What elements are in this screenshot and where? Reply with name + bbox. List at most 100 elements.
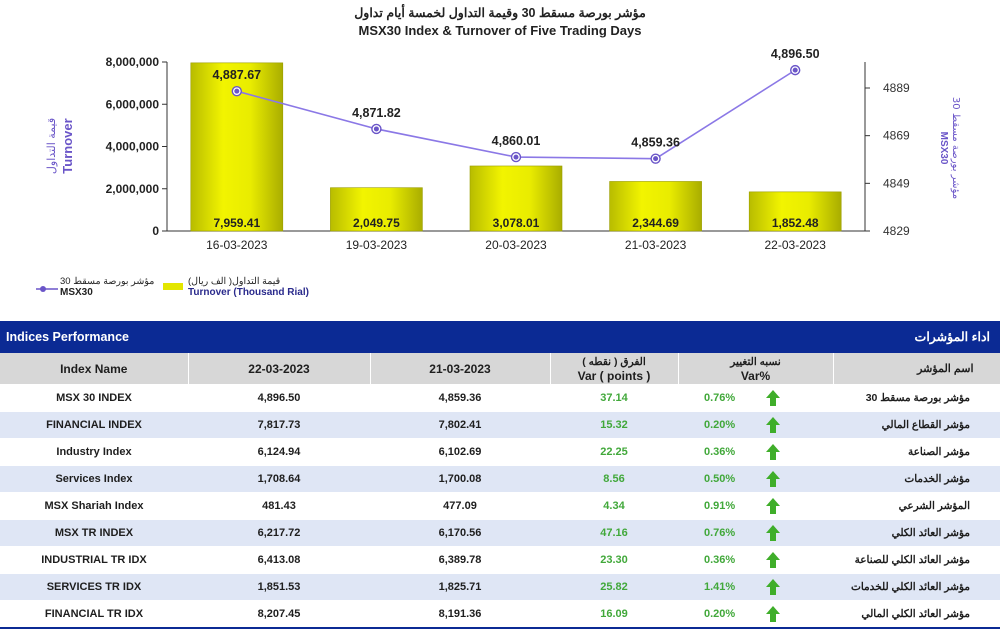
bar-value-label: 2,344.69: [632, 216, 679, 230]
table-row: FINANCIAL INDEX 7,817.73 7,802.41 15.32 0.20…: [0, 411, 1000, 439]
combo-chart: 0 2,000,000 4,000,000 6,000,000 8,000,000 482…: [45, 47, 961, 252]
bar: [748, 191, 842, 232]
right-axis-title-arabic: مؤشر بورصة مسقط 30: [950, 97, 961, 199]
left-axis-tick-label: 4,000,000: [106, 140, 160, 154]
var-percent-value: 0.36%: [704, 553, 736, 566]
var-points-cell: 23.30: [550, 546, 678, 574]
var-percent-cell: 0.76%: [678, 384, 833, 412]
index-name-cell: FINANCIAL TR IDX: [0, 600, 188, 627]
left-axis-title-arabic: قيمة التداول: [45, 118, 58, 174]
indices-performance-table: Index Name 22-03-2023 21-03-2023 الفرق (…: [0, 353, 1000, 627]
legend-bar: قيمة التداول( الف ريال) Turnover (Thousa…: [163, 276, 309, 298]
bar-value-label: 2,049.75: [353, 216, 400, 230]
var-percent-cell: 1.41%: [678, 573, 833, 601]
previous-value-cell: 1,825.71: [370, 573, 550, 601]
index-name-cell: Services Index: [0, 465, 188, 493]
var-points-cell: 15.32: [550, 411, 678, 439]
up-arrow-icon: [766, 525, 780, 541]
var-percent-value: 0.91%: [704, 499, 736, 512]
header-var-english: Var ( points ): [577, 368, 651, 383]
chart-title-english: MSX30 Index & Turnover of Five Trading D…: [358, 23, 642, 38]
up-arrow-icon: [766, 471, 780, 487]
current-value-cell: 4,896.50: [188, 384, 370, 412]
msx30-point-core: [373, 126, 379, 132]
legend-line: مؤشر بورصة مسقط 30 MSX30: [36, 276, 155, 298]
legend-bar-swatch: [163, 283, 183, 290]
var-percent-cell: 0.91%: [678, 492, 833, 520]
legend-line-english: MSX30: [60, 287, 93, 298]
right-axis-tick-label: 4849: [883, 176, 910, 190]
var-points-cell: 4.34: [550, 492, 678, 520]
x-axis-category-label: 22-03-2023: [765, 238, 827, 252]
index-name-cell: MSX TR INDEX: [0, 519, 188, 547]
chart-title-arabic: مؤشر بورصة مسقط 30 وقيمة التداول لخمسة أ…: [354, 6, 646, 20]
chart-panel: مؤشر بورصة مسقط 30 وقيمة التداول لخمسة أ…: [0, 0, 1000, 318]
previous-value-cell: 6,170.56: [370, 519, 550, 547]
index-name-cell: Industry Index: [0, 438, 188, 466]
header-var-percent: نسبه التغيير Var%: [678, 353, 834, 385]
previous-value-cell: 7,802.41: [370, 411, 550, 439]
current-value-cell: 6,217.72: [188, 519, 370, 547]
current-value-cell: 6,413.08: [188, 546, 370, 574]
index-name-cell: SERVICES TR IDX: [0, 573, 188, 601]
var-percent-cell: 0.20%: [678, 600, 833, 627]
var-percent-value: 0.36%: [704, 445, 736, 458]
msx30-point-core: [513, 154, 519, 160]
index-name-arabic-cell: مؤشر الصناعة: [833, 438, 1000, 466]
x-axis-category-label: 21-03-2023: [625, 238, 687, 252]
right-axis-tick-label: 4869: [883, 129, 910, 143]
index-name-arabic-cell: مؤشر القطاع المالي: [833, 411, 1000, 439]
index-name-arabic-cell: مؤشر العائد الكلي للخدمات: [833, 573, 1000, 601]
up-arrow-icon: [766, 390, 780, 406]
header-date-current: 22-03-2023: [188, 353, 371, 385]
up-arrow-icon: [766, 579, 780, 595]
var-percent-value: 0.76%: [704, 391, 736, 404]
legend-line-arabic: مؤشر بورصة مسقط 30: [60, 276, 155, 287]
index-name-arabic-cell: مؤشر الخدمات: [833, 465, 1000, 493]
table-row: FINANCIAL TR IDX 8,207.45 8,191.36 16.09 0.2…: [0, 600, 1000, 627]
msx30-value-label: 4,871.82: [352, 106, 401, 120]
bar-value-label: 3,078.01: [493, 216, 540, 230]
up-arrow-icon: [766, 417, 780, 433]
var-percent-cell: 0.36%: [678, 438, 833, 466]
var-points-cell: 47.16: [550, 519, 678, 547]
header-date-previous: 21-03-2023: [370, 353, 551, 385]
up-arrow-icon: [766, 444, 780, 460]
up-arrow-icon: [766, 552, 780, 568]
table-row: MSX Shariah Index 481.43 477.09 4.34 0.91% ال…: [0, 492, 1000, 520]
header-var-arabic: الفرق ( نقطه ): [582, 355, 646, 368]
index-name-cell: MSX 30 INDEX: [0, 384, 188, 412]
bar: [609, 181, 702, 232]
up-arrow-icon: [766, 498, 780, 514]
var-percent-value: 1.41%: [704, 580, 736, 593]
var-points-cell: 8.56: [550, 465, 678, 493]
bar-value-label: 1,852.48: [772, 216, 819, 230]
performance-title-arabic: اداء المؤشرات: [914, 330, 990, 344]
legend-line-swatch: [36, 286, 58, 292]
msx30-point-core: [234, 88, 240, 94]
var-percent-cell: 0.50%: [678, 465, 833, 493]
msx30-point-core: [653, 156, 659, 162]
var-points-cell: 37.14: [550, 384, 678, 412]
x-axis-category-label: 20-03-2023: [485, 238, 547, 252]
table-row: Industry Index 6,124.94 6,102.69 22.25 0.36%…: [0, 438, 1000, 466]
index-name-cell: INDUSTRIAL TR IDX: [0, 546, 188, 574]
current-value-cell: 8,207.45: [188, 600, 370, 627]
msx30-value-label: 4,859.36: [631, 136, 680, 150]
var-percent-value: 0.76%: [704, 526, 736, 539]
current-value-cell: 1,851.53: [188, 573, 370, 601]
current-value-cell: 6,124.94: [188, 438, 370, 466]
previous-value-cell: 477.09: [370, 492, 550, 520]
index-name-arabic-cell: مؤشر العائد الكلي للصناعة: [833, 546, 1000, 574]
current-value-cell: 1,708.64: [188, 465, 370, 493]
var-percent-cell: 0.76%: [678, 519, 833, 547]
index-name-arabic-cell: مؤشر العائد الكلي: [833, 519, 1000, 547]
left-axis-tick-label: 0: [152, 224, 159, 238]
legend-bar-arabic: قيمة التداول( الف ريال): [188, 276, 281, 287]
header-index-name: Index Name: [0, 353, 189, 385]
left-axis-tick-label: 8,000,000: [106, 55, 160, 69]
header-name-arabic: اسم المؤشر: [833, 353, 1000, 385]
table-header-row: Index Name 22-03-2023 21-03-2023 الفرق (…: [0, 353, 1000, 385]
table-row: INDUSTRIAL TR IDX 6,413.08 6,389.78 23.30 0.…: [0, 546, 1000, 574]
index-name-arabic-cell: مؤشر بورصة مسقط 30: [833, 384, 1000, 412]
